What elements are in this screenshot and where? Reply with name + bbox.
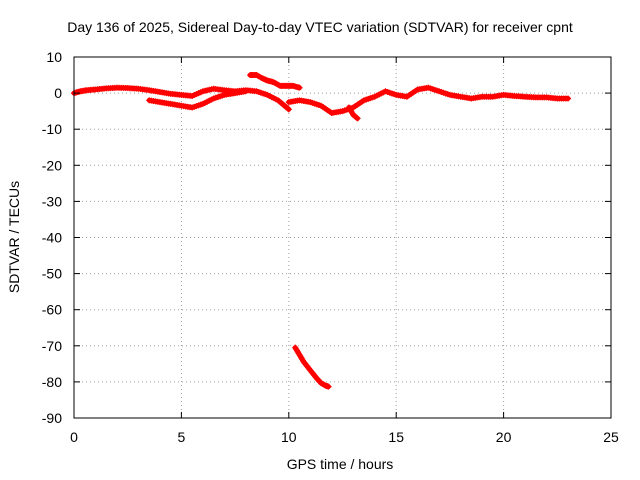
x-tick-label: 15 (388, 429, 404, 445)
y-tick-label: -10 (42, 121, 62, 137)
data-point (354, 115, 361, 122)
y-tick-label: -60 (42, 302, 62, 318)
x-tick-label: 20 (496, 429, 512, 445)
series-track-5 (345, 104, 361, 122)
data-series (71, 72, 572, 390)
x-axis-label: GPS time / hours (286, 456, 394, 472)
series-track-3 (247, 72, 303, 91)
y-tick-label: 10 (46, 49, 62, 65)
x-tick-label: 5 (178, 429, 186, 445)
y-tick-label: -80 (42, 374, 62, 390)
data-point (284, 105, 291, 112)
data-point (565, 95, 572, 102)
x-tick-label: 25 (603, 429, 619, 445)
series-track-6 (292, 344, 332, 390)
data-point (325, 383, 332, 390)
y-tick-label: -40 (42, 230, 62, 246)
data-point (353, 114, 360, 121)
chart-title: Day 136 of 2025, Sidereal Day-to-day VTE… (67, 19, 573, 35)
grid-lines (74, 57, 611, 418)
x-tick-label: 0 (70, 429, 78, 445)
y-tick-label: 0 (54, 85, 62, 101)
x-tick-label: 10 (281, 429, 297, 445)
axis-ticks: 0 5 10 15 20 25 10 0 -10 -20 -30 -40 -50 -60 -70 -80 -90 (42, 49, 619, 445)
data-point (285, 106, 292, 113)
series-band (286, 85, 571, 116)
series-track-2 (146, 88, 249, 111)
series-track-4 (285, 84, 572, 116)
y-tick-label: -50 (42, 266, 62, 282)
y-tick-label: -70 (42, 338, 62, 354)
y-tick-label: -30 (42, 193, 62, 209)
y-axis-label: SDTVAR / TECUs (6, 180, 22, 294)
y-tick-label: -20 (42, 157, 62, 173)
y-tick-label: -90 (42, 410, 62, 426)
data-point (296, 84, 303, 91)
data-point (242, 88, 249, 95)
